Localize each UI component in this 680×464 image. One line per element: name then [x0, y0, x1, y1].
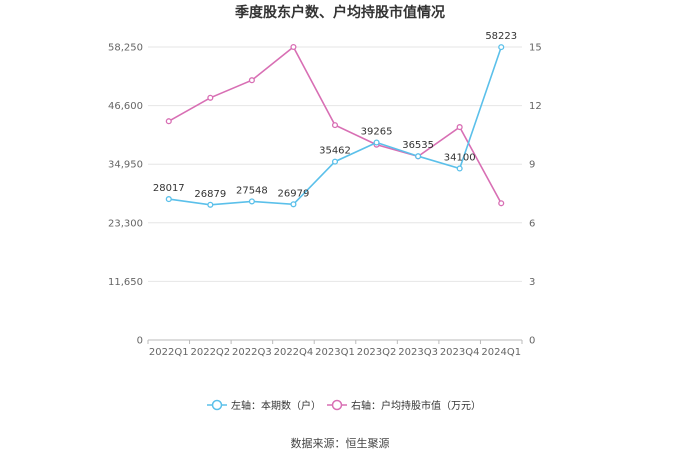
x-tick-label: 2022Q3 — [232, 347, 272, 358]
data-label: 28017 — [153, 183, 185, 194]
right-tick-label: 3 — [529, 277, 535, 288]
right-tick-label: 15 — [529, 43, 542, 54]
left-axis-ticks: 0 11,650 23,300 34,950 46,600 58,250 — [108, 43, 143, 347]
data-point — [498, 44, 505, 51]
data-point — [248, 198, 255, 205]
x-tick-label: 2024Q1 — [481, 347, 521, 358]
x-tick-label: 2022Q4 — [274, 347, 314, 358]
legend[interactable]: 左轴：本期数（户） 右轴：户均持股市值（万元） — [207, 399, 481, 412]
data-label: 35462 — [319, 146, 351, 157]
data-point — [415, 153, 422, 160]
data-point — [373, 139, 380, 146]
x-tick-label: 2022Q2 — [190, 347, 230, 358]
data-point — [207, 94, 214, 101]
legend-label-right: 右轴：户均持股市值（万元） — [351, 399, 481, 412]
series-layer — [165, 43, 505, 208]
data-point — [207, 201, 214, 208]
legend-item-left[interactable]: 左轴：本期数（户） — [207, 399, 321, 412]
data-point — [290, 43, 297, 51]
data-label: 26879 — [194, 189, 226, 200]
left-tick-label: 46,600 — [108, 101, 143, 112]
x-tick-label: 2023Q3 — [398, 347, 438, 358]
data-labels: 28017 26879 27548 26979 35462 39265 36535 34100… — [153, 31, 517, 200]
legend-label-left: 左轴：本期数（户） — [231, 399, 321, 412]
data-label: 27548 — [236, 185, 268, 196]
left-tick-label: 23,300 — [108, 218, 143, 229]
right-tick-label: 0 — [529, 336, 535, 347]
right-axis-ticks: 0 3 6 9 12 15 — [529, 43, 542, 347]
data-point — [248, 77, 255, 84]
data-label: 58223 — [485, 31, 517, 42]
legend-item-right[interactable]: 右轴：户均持股市值（万元） — [327, 399, 481, 412]
gridlines — [148, 46, 522, 341]
data-point — [498, 200, 505, 207]
data-point — [165, 118, 172, 125]
right-tick-label: 6 — [529, 218, 535, 229]
chart-title: 季度股东户数、户均持股市值情况 — [234, 4, 445, 21]
data-point — [290, 201, 297, 208]
data-label: 26979 — [278, 188, 310, 199]
x-axis: 2022Q1 2022Q2 2022Q3 2022Q4 2023Q1 2023Q2 2023… — [147, 340, 523, 358]
data-label: 39265 — [361, 126, 393, 137]
x-tick-label: 2022Q1 — [149, 347, 189, 358]
data-label: 34100 — [444, 152, 476, 163]
left-tick-label: 0 — [137, 336, 143, 347]
legend-marker-right — [331, 399, 343, 411]
data-point — [165, 196, 172, 203]
data-point — [331, 158, 339, 165]
x-tick-label: 2023Q4 — [440, 347, 480, 358]
right-tick-label: 12 — [529, 101, 542, 112]
data-point — [456, 165, 463, 172]
data-point — [331, 122, 339, 129]
left-tick-label: 58,250 — [108, 43, 143, 54]
data-source: 数据来源：恒生聚源 — [291, 436, 390, 450]
right-tick-label: 9 — [529, 160, 535, 171]
data-label: 36535 — [402, 140, 434, 151]
legend-marker-left — [211, 399, 223, 411]
x-tick-label: 2023Q1 — [315, 347, 355, 358]
left-tick-label: 11,650 — [108, 277, 143, 288]
left-tick-label: 34,950 — [108, 160, 143, 171]
x-tick-label: 2023Q2 — [357, 347, 397, 358]
data-point — [456, 124, 463, 131]
